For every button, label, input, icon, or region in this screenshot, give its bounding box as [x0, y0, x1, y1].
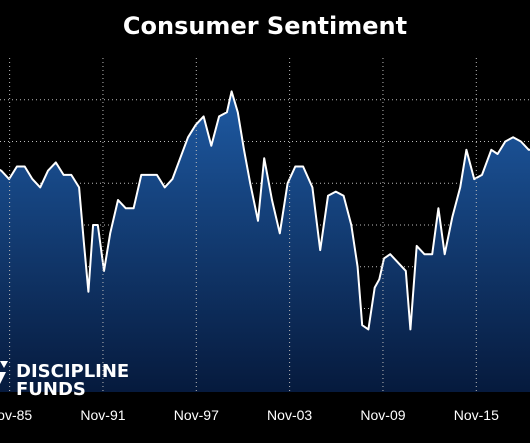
sentiment-area — [0, 91, 530, 392]
x-tick-label: Nov-91 — [80, 407, 125, 423]
logo-mark-icon — [0, 361, 8, 368]
discipline-funds-logo: DISCIPLINE FUNDS — [0, 361, 129, 400]
x-tick-label: Nov-85 — [0, 407, 32, 423]
x-tick-label: Nov-15 — [454, 407, 499, 423]
sentiment-line — [0, 90, 530, 331]
brand-line1: DISCIPLINE — [16, 361, 129, 382]
x-tick-label: Nov-09 — [360, 407, 405, 423]
logo-mark-lower-icon — [0, 372, 6, 384]
chart-title: Consumer Sentiment — [122, 12, 408, 40]
x-axis-ticks: Nov-85Nov-91Nov-97Nov-03Nov-09Nov-15Nov-… — [0, 407, 499, 423]
brand-line2: FUNDS — [16, 379, 86, 400]
x-tick-label: Nov-97 — [174, 407, 219, 423]
x-tick-label: Nov-03 — [267, 407, 312, 423]
